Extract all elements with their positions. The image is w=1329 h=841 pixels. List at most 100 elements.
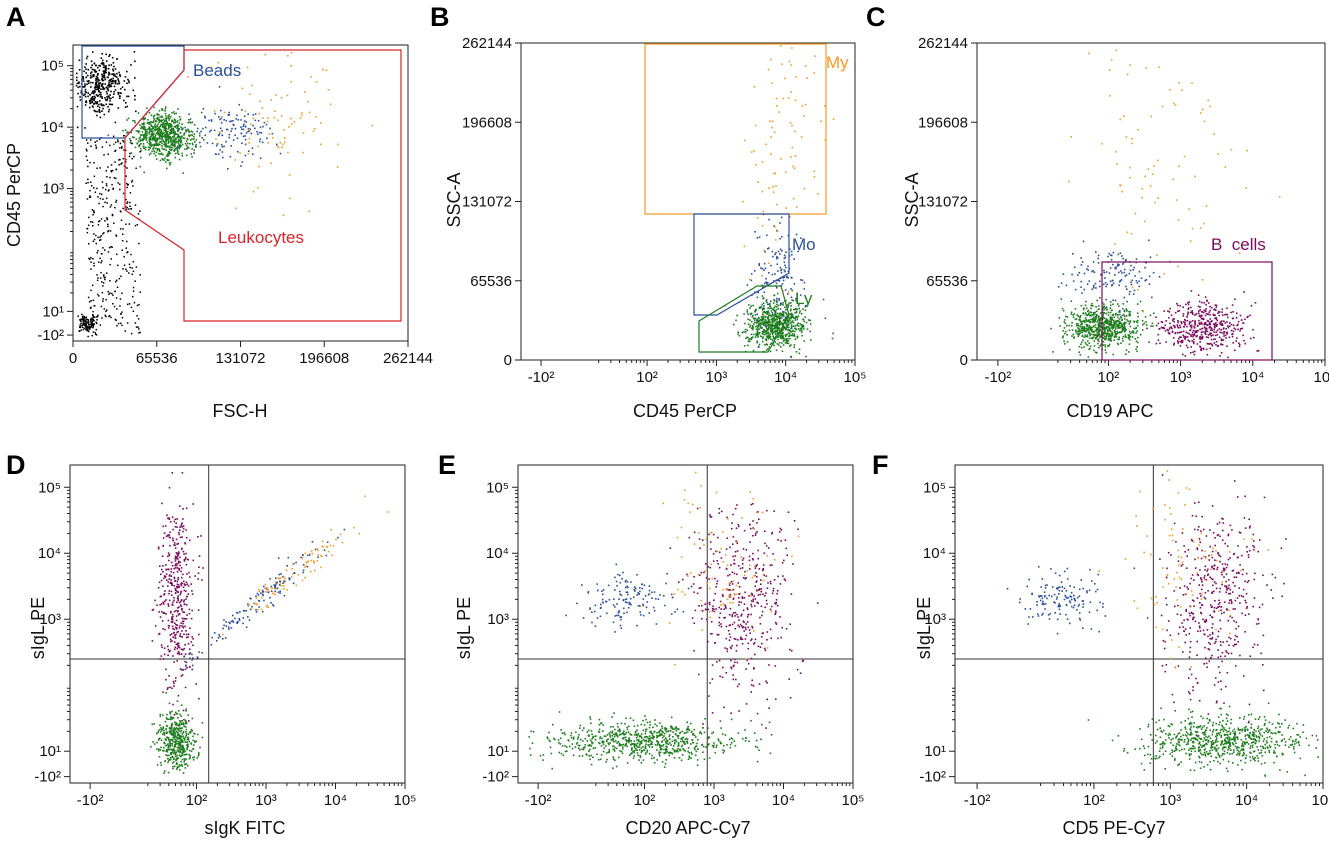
event-dot	[304, 91, 306, 93]
event-dot	[187, 129, 189, 132]
event-dot	[126, 322, 129, 324]
event-dot	[143, 128, 145, 130]
event-dot	[103, 113, 106, 116]
event-dot	[107, 110, 110, 113]
event-dot	[1099, 319, 1102, 321]
event-dot	[1190, 326, 1193, 329]
event-dot	[1196, 343, 1199, 345]
event-dot	[126, 251, 128, 254]
event-dot	[771, 333, 774, 335]
event-dot	[164, 157, 166, 159]
event-dot	[1105, 306, 1108, 308]
event-dot	[1131, 336, 1134, 338]
event-dot	[138, 130, 140, 132]
event-dot	[178, 606, 180, 608]
event-dot	[790, 315, 793, 317]
event-dot	[114, 121, 117, 124]
event-dot	[197, 572, 200, 574]
event-dot	[805, 304, 807, 307]
event-dot	[1223, 335, 1225, 337]
event-dot	[122, 139, 124, 142]
y-tick-label: 262144	[462, 35, 512, 52]
event-dot	[178, 710, 180, 712]
event-dot	[183, 737, 186, 740]
event-dot	[1200, 347, 1203, 350]
event-dot	[1109, 95, 1111, 97]
event-dot	[1134, 212, 1137, 215]
event-dot	[1089, 311, 1092, 313]
event-dot	[105, 310, 107, 313]
event-dot	[175, 626, 177, 629]
event-dot	[1121, 255, 1123, 257]
event-dot	[166, 167, 168, 170]
event-dot	[763, 307, 766, 310]
event-dot	[163, 148, 166, 150]
event-dot	[745, 337, 747, 340]
event-dot	[245, 132, 248, 134]
event-dot	[1086, 283, 1089, 285]
event-dot	[1114, 243, 1116, 245]
event-dot	[759, 307, 762, 309]
event-dot	[1217, 153, 1219, 155]
event-dot	[817, 193, 819, 195]
event-dot	[780, 158, 782, 160]
event-dot	[133, 120, 136, 122]
event-dot	[758, 236, 761, 239]
event-dot	[767, 282, 769, 284]
event-dot	[1227, 356, 1229, 359]
event-dot	[824, 105, 826, 107]
event-dot	[1115, 266, 1117, 269]
event-dot	[1086, 314, 1089, 317]
event-dot	[170, 115, 172, 118]
event-dot	[107, 76, 109, 79]
event-dot	[770, 58, 772, 61]
event-dot	[1134, 338, 1136, 340]
event-dot	[762, 316, 764, 318]
event-dot	[172, 131, 175, 133]
event-dot	[88, 257, 90, 260]
event-dot	[173, 111, 175, 113]
event-dot	[214, 112, 217, 115]
event-dot	[775, 308, 778, 311]
event-dot	[1161, 105, 1164, 108]
event-dot	[118, 80, 120, 83]
event-dot	[1108, 339, 1110, 341]
event-dot	[783, 254, 786, 257]
event-dot	[105, 69, 107, 72]
event-dot	[185, 581, 188, 583]
event-dot	[1142, 323, 1144, 326]
event-dot	[179, 724, 181, 727]
event-dot	[91, 318, 93, 321]
event-dot	[1062, 330, 1065, 332]
event-dot	[106, 92, 108, 95]
event-dot	[169, 582, 172, 584]
event-dot	[1215, 322, 1217, 324]
event-dot	[1132, 293, 1135, 295]
event-dot	[187, 636, 189, 638]
event-dot	[1132, 331, 1135, 334]
event-dot	[87, 319, 89, 321]
event-dot	[130, 131, 133, 134]
event-dot	[795, 206, 798, 208]
event-dot	[282, 214, 285, 217]
event-dot	[790, 355, 792, 358]
event-dot	[161, 145, 163, 147]
event-dot	[195, 683, 197, 685]
event-dot	[1091, 328, 1093, 331]
event-dot	[183, 725, 185, 728]
event-dot	[1094, 351, 1097, 354]
event-dot	[785, 338, 787, 340]
event-dot	[1128, 313, 1131, 315]
event-dot	[181, 620, 184, 623]
event-dot	[801, 331, 803, 334]
event-dot	[120, 275, 122, 278]
event-dot	[197, 536, 199, 538]
event-dot	[132, 89, 135, 92]
event-dot	[1133, 320, 1135, 323]
event-dot	[813, 176, 816, 178]
event-dot	[787, 293, 789, 295]
event-dot	[123, 141, 125, 143]
event-dot	[771, 312, 774, 314]
event-dot	[89, 189, 91, 192]
event-dot	[257, 186, 259, 189]
